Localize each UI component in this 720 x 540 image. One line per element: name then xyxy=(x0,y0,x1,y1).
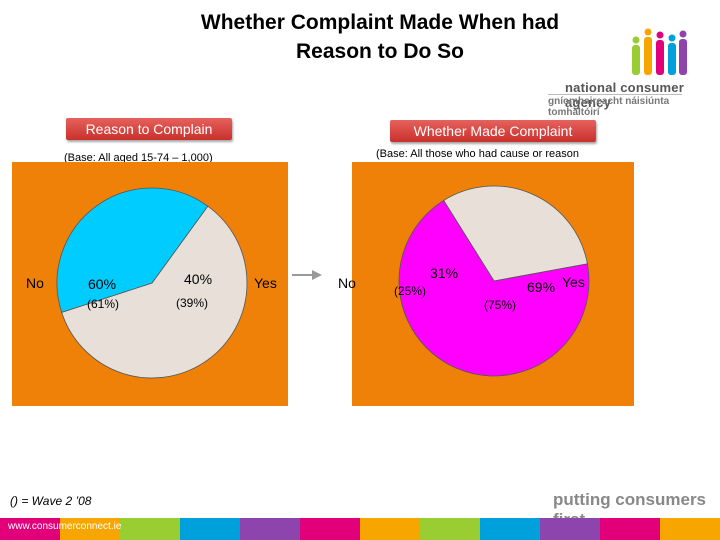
chart-1-value-yes: 40% xyxy=(184,271,212,287)
title-line-1: Whether Complaint Made When had xyxy=(200,11,560,34)
chart-2-previous-yes: (75%) xyxy=(484,298,516,312)
chart-1-title: Reason to Complain xyxy=(66,118,232,140)
pie-slice-yes xyxy=(398,199,590,377)
chart-2-base: (Base: All those who had cause or reason xyxy=(376,148,580,160)
footer-bar xyxy=(0,518,720,540)
page-title: Whether Complaint Made When had Reason t… xyxy=(150,8,610,66)
chart-2-category-no: No xyxy=(338,275,356,291)
right-arrow-icon xyxy=(292,270,322,280)
agency-logo-icon xyxy=(632,28,687,75)
chart-1-category-yes: Yes xyxy=(254,275,277,291)
chart-1-category-no: No xyxy=(26,275,44,291)
logo-divider xyxy=(548,94,682,95)
wave-footnote: () = Wave 2 ’08 xyxy=(10,494,92,508)
chart-2-category-yes: Yes xyxy=(562,274,585,290)
pie-slice-no xyxy=(61,205,248,379)
logo-name-irish: gníomhaireacht náisiúnta tomhaltóirí xyxy=(548,96,670,118)
chart-2-value-yes: 69% xyxy=(527,279,555,295)
website-link[interactable]: www.consumerconnect.ie xyxy=(8,521,122,532)
pie-chart-2 xyxy=(398,185,590,377)
chart-1-base: (Base: All aged 15-74 – 1,000) xyxy=(64,152,213,164)
pie-chart-1 xyxy=(56,187,248,379)
chart-2-previous-no: (25%) xyxy=(394,284,426,298)
chart-1-value-no: 60% xyxy=(88,276,116,292)
logo-name: national consumer agency xyxy=(565,80,684,110)
pie-slice-yes xyxy=(56,187,209,313)
chart-1-previous-yes: (39%) xyxy=(176,296,208,310)
title-line-2: Reason to Do So xyxy=(295,40,464,63)
chart-2-title: Whether Made Complaint xyxy=(390,120,596,142)
chart-2-value-no: 31% xyxy=(430,265,458,281)
chart-1-previous-no: (61%) xyxy=(87,297,119,311)
